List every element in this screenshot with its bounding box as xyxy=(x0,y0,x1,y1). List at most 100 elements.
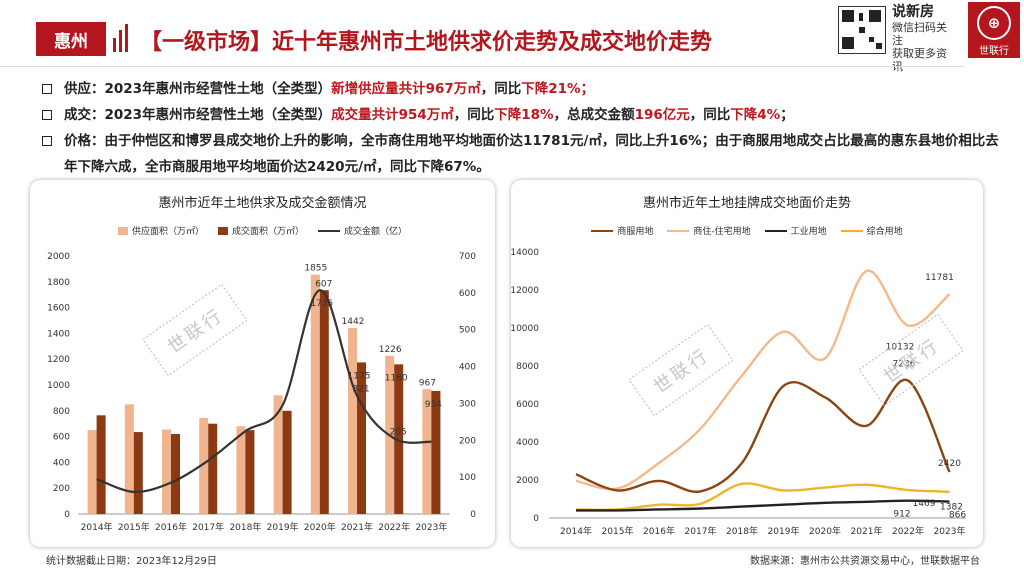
bar-supply xyxy=(310,274,320,514)
watermark-box xyxy=(858,313,964,407)
watermark: 世联行 xyxy=(628,323,734,417)
bullet-highlight: 196亿元 xyxy=(634,107,690,123)
y-tick: 8000 xyxy=(516,362,539,372)
line-mixed xyxy=(575,482,950,511)
brand-line-1: 微信扫码关注 xyxy=(892,21,947,47)
legend-swatch xyxy=(318,229,340,232)
bar-supply xyxy=(422,389,432,514)
y-tick: 4000 xyxy=(516,438,539,448)
data-label: 1735 xyxy=(310,299,333,309)
legend-swatch xyxy=(217,226,228,235)
bar-deal xyxy=(245,430,255,514)
header-divider xyxy=(0,66,964,67)
x-tick-label: 2019年 xyxy=(267,521,299,533)
legend-swatch xyxy=(667,229,690,232)
legend-label: 供应面积（万㎡） xyxy=(131,227,204,237)
legend-label: 成交金额（亿） xyxy=(344,227,408,237)
legend-swatch xyxy=(764,229,787,232)
y-tick: 12000 xyxy=(511,286,539,296)
y-tick-left: 1400 xyxy=(47,329,70,339)
data-label: 10132 xyxy=(886,342,915,352)
bullet-text: 成交：2023年惠州市经营性土地（全类型） xyxy=(64,107,332,123)
y-tick-left: 0 xyxy=(64,510,70,520)
watermark-text: 世联行 xyxy=(650,345,714,398)
legend-item: 成交金额（亿） xyxy=(318,224,407,237)
footer-source: 数据来源：惠州市公共资源交易中心，世联数据平台 xyxy=(750,556,980,567)
y-tick-left: 1800 xyxy=(47,278,70,288)
data-label: 1442 xyxy=(342,317,365,327)
y-tick-left: 600 xyxy=(53,433,70,443)
y-tick-right: 600 xyxy=(459,289,476,299)
bar-deal xyxy=(208,423,218,514)
x-tick-label: 2022年 xyxy=(378,521,410,533)
bar-deal xyxy=(133,432,143,514)
y-tick-right: 400 xyxy=(459,363,476,373)
legend-label: 综合用地 xyxy=(866,227,903,237)
bar-deal xyxy=(319,290,329,514)
legend-label: 工业用地 xyxy=(790,227,827,237)
bullet-highlight: 新增供应量共计967万㎡ xyxy=(331,81,481,97)
brand-line-2: 获取更多资讯 xyxy=(892,47,947,73)
data-label: 7236 xyxy=(893,360,916,370)
x-tick-label: 2023年 xyxy=(934,525,966,537)
x-tick-label: 2019年 xyxy=(768,525,800,537)
line-commercial xyxy=(575,378,951,494)
bar-supply xyxy=(236,426,246,514)
legend-item: 商住-住宅用地 xyxy=(667,224,751,237)
bar-supply xyxy=(273,395,283,514)
data-label: 954 xyxy=(425,400,442,410)
bar-supply xyxy=(87,430,97,514)
legend-swatch xyxy=(117,226,128,235)
chart-panel-price: 惠州市近年土地挂牌成交地面价走势 商服用地 商住-住宅用地 工业用地 综合用地 … xyxy=(511,180,983,547)
chart-supply-svg: 0 200 400 600 800 1000 1200 1400 1600 1800 2000 0 10… xyxy=(47,252,476,533)
y-tick: 10000 xyxy=(511,324,539,334)
brand-block: 说新房 微信扫码关注 获取更多资讯 xyxy=(892,5,954,73)
x-tick-label: 2016年 xyxy=(155,521,187,533)
bar-supply xyxy=(199,417,209,514)
company-logo: ⊕ 世联行 xyxy=(968,2,1020,58)
chart-legend: 供应面积（万㎡） 成交面积（万㎡） 成交金额（亿） xyxy=(30,224,495,237)
legend-item: 综合用地 xyxy=(840,224,903,237)
watermark-text: 世联行 xyxy=(164,305,228,358)
bar-supply xyxy=(124,404,134,514)
bar-deal xyxy=(96,415,106,514)
summary-bullets: 供应：2023年惠州市经营性土地（全类型）新增供应量共计967万㎡，同比下降21… xyxy=(40,76,1000,180)
bar-supply xyxy=(162,429,171,514)
bar-deal xyxy=(282,410,292,514)
x-tick-label: 2016年 xyxy=(643,525,675,537)
x-tick-label: 2018年 xyxy=(229,521,261,533)
watermark: 世联行 xyxy=(858,313,964,407)
x-tick-label: 2021年 xyxy=(341,521,373,533)
bullet-square-icon xyxy=(42,84,52,94)
x-tick-label: 2017年 xyxy=(685,525,717,537)
qr-code-icon xyxy=(838,6,886,54)
bullet-text: ； xyxy=(780,107,794,123)
y-tick: 14000 xyxy=(511,248,539,258)
watermark: 世联行 xyxy=(142,283,248,377)
legend-label: 商服用地 xyxy=(617,227,654,237)
y-tick-right: 0 xyxy=(470,510,476,520)
data-label: 1226 xyxy=(379,345,402,355)
line-industrial xyxy=(575,499,950,512)
city-tag: 惠州 xyxy=(36,22,106,56)
bullet-text: 价格：由于仲恺区和博罗县成交地价上升的影响，全市商住用地平均地面价达11781元… xyxy=(64,133,999,175)
legend-item: 供应面积（万㎡） xyxy=(117,224,204,237)
bullet-text: ，总成交金额 xyxy=(553,107,635,123)
bar-deal xyxy=(394,364,404,514)
bullet-text: ，同比 xyxy=(453,107,495,123)
data-label: 205 xyxy=(390,427,407,437)
bullet-square-icon xyxy=(42,136,52,146)
y-tick-right: 700 xyxy=(459,252,476,262)
legend-item: 工业用地 xyxy=(764,224,827,237)
data-label: 1175 xyxy=(348,371,371,381)
bullet-text: ，同比 xyxy=(689,107,731,123)
bullet-highlight: 下降18% xyxy=(494,107,554,123)
bullet-text: ，同比 xyxy=(480,81,522,97)
data-label: 1469 xyxy=(913,499,936,509)
legend-label: 商住-住宅用地 xyxy=(693,227,751,237)
x-tick-label: 2020年 xyxy=(809,525,841,537)
logo-mark-icon: ⊕ xyxy=(977,6,1011,40)
bullet-price: 价格：由于仲恺区和博罗县成交地价上升的影响，全市商住用地平均地面价达11781元… xyxy=(40,128,1000,180)
y-tick-left: 1000 xyxy=(47,381,70,391)
chart-title: 惠州市近年土地挂牌成交地面价走势 xyxy=(642,196,851,211)
